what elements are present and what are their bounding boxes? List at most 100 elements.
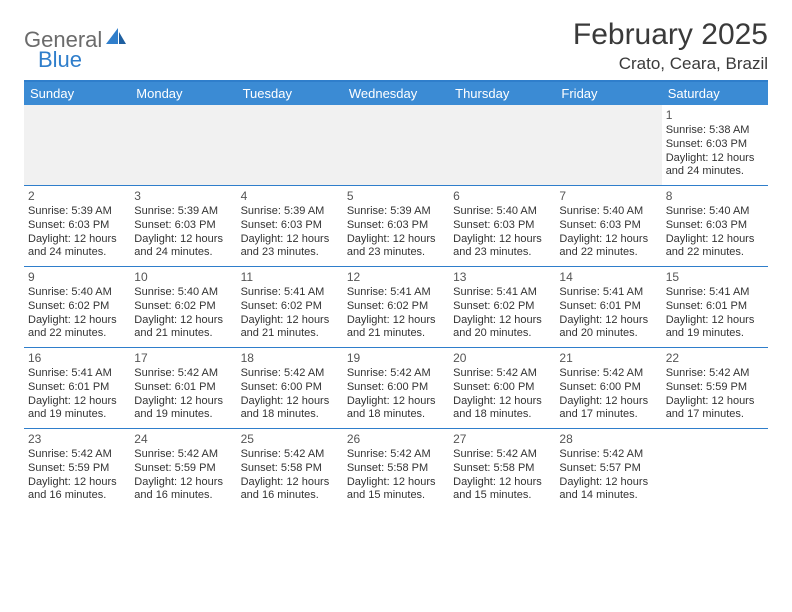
weekday-header: Friday (555, 82, 661, 105)
sunrise-label: Sunrise: 5:41 AM (347, 286, 445, 300)
sunrise-label: Sunrise: 5:39 AM (241, 205, 339, 219)
sunrise-label: Sunrise: 5:42 AM (28, 448, 126, 462)
sunset-label: Sunset: 5:59 PM (28, 462, 126, 476)
sunrise-label: Sunrise: 5:40 AM (28, 286, 126, 300)
sunrise-label: Sunrise: 5:39 AM (28, 205, 126, 219)
daylight-label: Daylight: 12 hours and 21 minutes. (241, 314, 339, 342)
daylight-label: Daylight: 12 hours and 24 minutes. (134, 233, 232, 261)
day-number: 23 (28, 432, 126, 447)
calendar-day: 24Sunrise: 5:42 AMSunset: 5:59 PMDayligh… (130, 429, 236, 510)
daylight-label: Daylight: 12 hours and 22 minutes. (559, 233, 657, 261)
daylight-label: Daylight: 12 hours and 16 minutes. (241, 476, 339, 504)
calendar-body: 1Sunrise: 5:38 AMSunset: 6:03 PMDaylight… (24, 105, 768, 509)
daylight-label: Daylight: 12 hours and 24 minutes. (28, 233, 126, 261)
daylight-label: Daylight: 12 hours and 19 minutes. (666, 314, 764, 342)
calendar-empty (130, 105, 236, 186)
sunrise-label: Sunrise: 5:42 AM (666, 367, 764, 381)
weekday-header: Thursday (449, 82, 555, 105)
day-number: 14 (559, 270, 657, 285)
calendar-day: 8Sunrise: 5:40 AMSunset: 6:03 PMDaylight… (662, 186, 768, 267)
day-number: 26 (347, 432, 445, 447)
sunset-label: Sunset: 6:01 PM (134, 381, 232, 395)
sunrise-label: Sunrise: 5:41 AM (241, 286, 339, 300)
sunset-label: Sunset: 5:58 PM (241, 462, 339, 476)
sunset-label: Sunset: 6:03 PM (134, 219, 232, 233)
day-number: 27 (453, 432, 551, 447)
calendar-day: 21Sunrise: 5:42 AMSunset: 6:00 PMDayligh… (555, 348, 661, 429)
daylight-label: Daylight: 12 hours and 21 minutes. (347, 314, 445, 342)
day-number: 28 (559, 432, 657, 447)
sunrise-label: Sunrise: 5:42 AM (241, 448, 339, 462)
sunrise-label: Sunrise: 5:42 AM (559, 367, 657, 381)
sunrise-label: Sunrise: 5:41 AM (453, 286, 551, 300)
calendar-day: 12Sunrise: 5:41 AMSunset: 6:02 PMDayligh… (343, 267, 449, 348)
sunset-label: Sunset: 6:03 PM (559, 219, 657, 233)
sunrise-label: Sunrise: 5:42 AM (559, 448, 657, 462)
day-number: 25 (241, 432, 339, 447)
daylight-label: Daylight: 12 hours and 23 minutes. (241, 233, 339, 261)
sunset-label: Sunset: 6:00 PM (453, 381, 551, 395)
sunset-label: Sunset: 6:02 PM (347, 300, 445, 314)
day-number: 10 (134, 270, 232, 285)
calendar-week: 1Sunrise: 5:38 AMSunset: 6:03 PMDaylight… (24, 105, 768, 186)
calendar-day: 5Sunrise: 5:39 AMSunset: 6:03 PMDaylight… (343, 186, 449, 267)
sunrise-label: Sunrise: 5:42 AM (347, 448, 445, 462)
day-number: 20 (453, 351, 551, 366)
sunset-label: Sunset: 5:58 PM (453, 462, 551, 476)
day-number: 9 (28, 270, 126, 285)
calendar-week: 16Sunrise: 5:41 AMSunset: 6:01 PMDayligh… (24, 348, 768, 429)
daylight-label: Daylight: 12 hours and 17 minutes. (666, 395, 764, 423)
calendar-day: 27Sunrise: 5:42 AMSunset: 5:58 PMDayligh… (449, 429, 555, 510)
sunrise-label: Sunrise: 5:42 AM (134, 448, 232, 462)
sunset-label: Sunset: 6:00 PM (559, 381, 657, 395)
calendar-day: 4Sunrise: 5:39 AMSunset: 6:03 PMDaylight… (237, 186, 343, 267)
sunset-label: Sunset: 5:57 PM (559, 462, 657, 476)
daylight-label: Daylight: 12 hours and 14 minutes. (559, 476, 657, 504)
sunrise-label: Sunrise: 5:42 AM (134, 367, 232, 381)
day-number: 17 (134, 351, 232, 366)
calendar-empty (662, 429, 768, 510)
sunset-label: Sunset: 6:03 PM (666, 138, 764, 152)
calendar-day: 6Sunrise: 5:40 AMSunset: 6:03 PMDaylight… (449, 186, 555, 267)
calendar-empty (555, 105, 661, 186)
logo-text-block: General Blue (24, 26, 128, 71)
day-number: 19 (347, 351, 445, 366)
calendar-day: 11Sunrise: 5:41 AMSunset: 6:02 PMDayligh… (237, 267, 343, 348)
sunset-label: Sunset: 6:01 PM (28, 381, 126, 395)
daylight-label: Daylight: 12 hours and 16 minutes. (28, 476, 126, 504)
daylight-label: Daylight: 12 hours and 18 minutes. (453, 395, 551, 423)
daylight-label: Daylight: 12 hours and 23 minutes. (453, 233, 551, 261)
day-number: 3 (134, 189, 232, 204)
daylight-label: Daylight: 12 hours and 19 minutes. (28, 395, 126, 423)
calendar-day: 14Sunrise: 5:41 AMSunset: 6:01 PMDayligh… (555, 267, 661, 348)
calendar-empty (343, 105, 449, 186)
calendar-day: 19Sunrise: 5:42 AMSunset: 6:00 PMDayligh… (343, 348, 449, 429)
calendar-day: 16Sunrise: 5:41 AMSunset: 6:01 PMDayligh… (24, 348, 130, 429)
sunrise-label: Sunrise: 5:42 AM (241, 367, 339, 381)
calendar-week: 9Sunrise: 5:40 AMSunset: 6:02 PMDaylight… (24, 267, 768, 348)
sunset-label: Sunset: 6:03 PM (666, 219, 764, 233)
calendar-empty (237, 105, 343, 186)
calendar-empty (24, 105, 130, 186)
header-row: General Blue February 2025 Crato, Ceara,… (24, 18, 768, 74)
weekday-header: Saturday (662, 82, 768, 105)
sunrise-label: Sunrise: 5:40 AM (134, 286, 232, 300)
daylight-label: Daylight: 12 hours and 20 minutes. (559, 314, 657, 342)
calendar-table: SundayMondayTuesdayWednesdayThursdayFrid… (24, 82, 768, 509)
weekday-header: Wednesday (343, 82, 449, 105)
sunrise-label: Sunrise: 5:41 AM (28, 367, 126, 381)
sunset-label: Sunset: 6:01 PM (666, 300, 764, 314)
sunrise-label: Sunrise: 5:40 AM (666, 205, 764, 219)
daylight-label: Daylight: 12 hours and 22 minutes. (666, 233, 764, 261)
sunset-label: Sunset: 5:58 PM (347, 462, 445, 476)
title-block: February 2025 Crato, Ceara, Brazil (573, 18, 768, 74)
sunrise-label: Sunrise: 5:40 AM (453, 205, 551, 219)
month-title: February 2025 (573, 18, 768, 52)
weekday-header: Sunday (24, 82, 130, 105)
daylight-label: Daylight: 12 hours and 20 minutes. (453, 314, 551, 342)
sunrise-label: Sunrise: 5:39 AM (347, 205, 445, 219)
daylight-label: Daylight: 12 hours and 18 minutes. (241, 395, 339, 423)
day-number: 6 (453, 189, 551, 204)
location-label: Crato, Ceara, Brazil (573, 54, 768, 74)
day-number: 16 (28, 351, 126, 366)
